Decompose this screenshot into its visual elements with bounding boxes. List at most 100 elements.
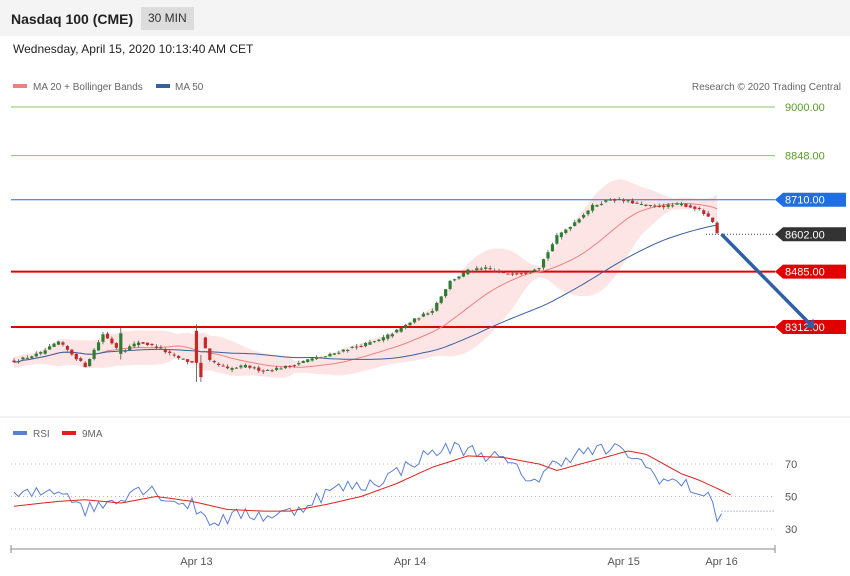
candle-body: [595, 205, 599, 207]
candle-body: [132, 343, 136, 347]
candle-52: [243, 363, 247, 368]
candle-75: [346, 349, 350, 353]
candle-body: [226, 366, 230, 369]
candle-152: [688, 203, 692, 209]
candle-131: [595, 204, 599, 208]
candle-158: [715, 221, 719, 235]
candle-body: [355, 346, 359, 348]
candle-87: [399, 327, 403, 333]
candle-62: [288, 365, 292, 369]
candle-49: [230, 366, 234, 373]
candle-147: [666, 202, 670, 209]
candle-body: [48, 346, 52, 350]
candle-body: [524, 272, 528, 274]
candle-body: [239, 365, 243, 368]
candle-body: [274, 367, 279, 370]
candle-body: [381, 337, 385, 341]
candle-129: [586, 209, 590, 217]
candle-43: [203, 336, 207, 349]
candle-body: [675, 203, 679, 205]
candle-128: [582, 213, 586, 219]
ma20-legend-label: MA 20 + Bollinger Bands: [33, 82, 143, 93]
candle-body: [506, 273, 510, 275]
candle-body: [110, 338, 114, 344]
candle-body: [301, 360, 305, 364]
candle-body: [484, 267, 488, 269]
timeframe-badge[interactable]: 30 MIN: [141, 7, 194, 30]
candle-70: [323, 356, 328, 358]
candle-body: [359, 345, 363, 347]
candlesticks: [12, 197, 719, 382]
rsi-tick-50: 50: [785, 492, 797, 504]
projection-arrow-shaft: [720, 233, 811, 325]
candle-45: [212, 359, 216, 364]
candle-body: [386, 334, 390, 339]
candle-36: [172, 352, 176, 358]
candle-19: [96, 340, 101, 351]
candle-body: [230, 368, 234, 370]
candle-40: [190, 360, 194, 363]
candle-body: [430, 311, 434, 313]
candle-body: [555, 235, 559, 244]
candle-body: [417, 318, 421, 320]
candle-60: [279, 366, 283, 370]
bollinger-band-area: [14, 179, 718, 378]
candle-107: [488, 265, 492, 271]
candle-137: [622, 198, 626, 204]
candle-body: [412, 318, 417, 323]
candle-body: [39, 352, 43, 354]
candle-31: [150, 343, 154, 347]
candle-body: [105, 333, 110, 339]
candle-body: [577, 219, 581, 223]
candle-5: [34, 351, 38, 358]
candle-96: [439, 295, 443, 305]
candle-body: [168, 351, 172, 353]
candle-body: [203, 337, 207, 349]
candle-130: [590, 203, 595, 213]
candle-77: [355, 344, 359, 350]
candle-148: [671, 202, 675, 208]
candle-body: [475, 268, 479, 271]
rsi-tick-70: 70: [785, 459, 797, 471]
candle-body: [252, 367, 256, 369]
candle-138: [626, 199, 630, 204]
candle-body: [315, 357, 319, 359]
candle-143: [648, 204, 652, 208]
candle-body: [266, 369, 270, 371]
candle-16: [83, 361, 87, 368]
candle-102: [466, 268, 470, 276]
candle-63: [292, 364, 296, 368]
candle-44: [208, 348, 212, 362]
candle-body: [279, 368, 283, 370]
x-tick-apr-16: Apr 16: [705, 556, 737, 568]
candle-8: [48, 343, 52, 350]
candle-42: [199, 354, 203, 382]
candle-body: [617, 199, 621, 201]
candle-body: [568, 226, 572, 229]
candle-body: [613, 199, 617, 201]
candle-body: [479, 268, 483, 270]
candle-body: [395, 329, 399, 333]
candle-body: [684, 203, 688, 207]
price-legend: MA 20 + Bollinger Bands MA 50 Research ©…: [13, 82, 841, 93]
candle-body: [421, 313, 425, 317]
projection-arrow: [720, 233, 815, 329]
level-label-8602.00: 8602.00: [785, 229, 825, 241]
candle-113: [515, 272, 519, 276]
candle-body: [12, 360, 16, 363]
candle-body: [693, 206, 697, 209]
chart-header: Nasdaq 100 (CME) 30 MIN: [0, 0, 850, 36]
price-levels: [11, 106, 775, 328]
candle-73: [337, 350, 341, 355]
candle-body: [181, 358, 185, 360]
rsi-legend: RSI 9MA: [13, 429, 103, 440]
candle-139: [630, 198, 635, 204]
candle-53: [248, 365, 252, 370]
candle-body: [653, 205, 657, 207]
candle-29: [141, 341, 145, 345]
candle-body: [608, 199, 612, 201]
candle-body: [586, 210, 590, 215]
candle-body: [715, 222, 719, 233]
candle-body: [573, 222, 577, 226]
